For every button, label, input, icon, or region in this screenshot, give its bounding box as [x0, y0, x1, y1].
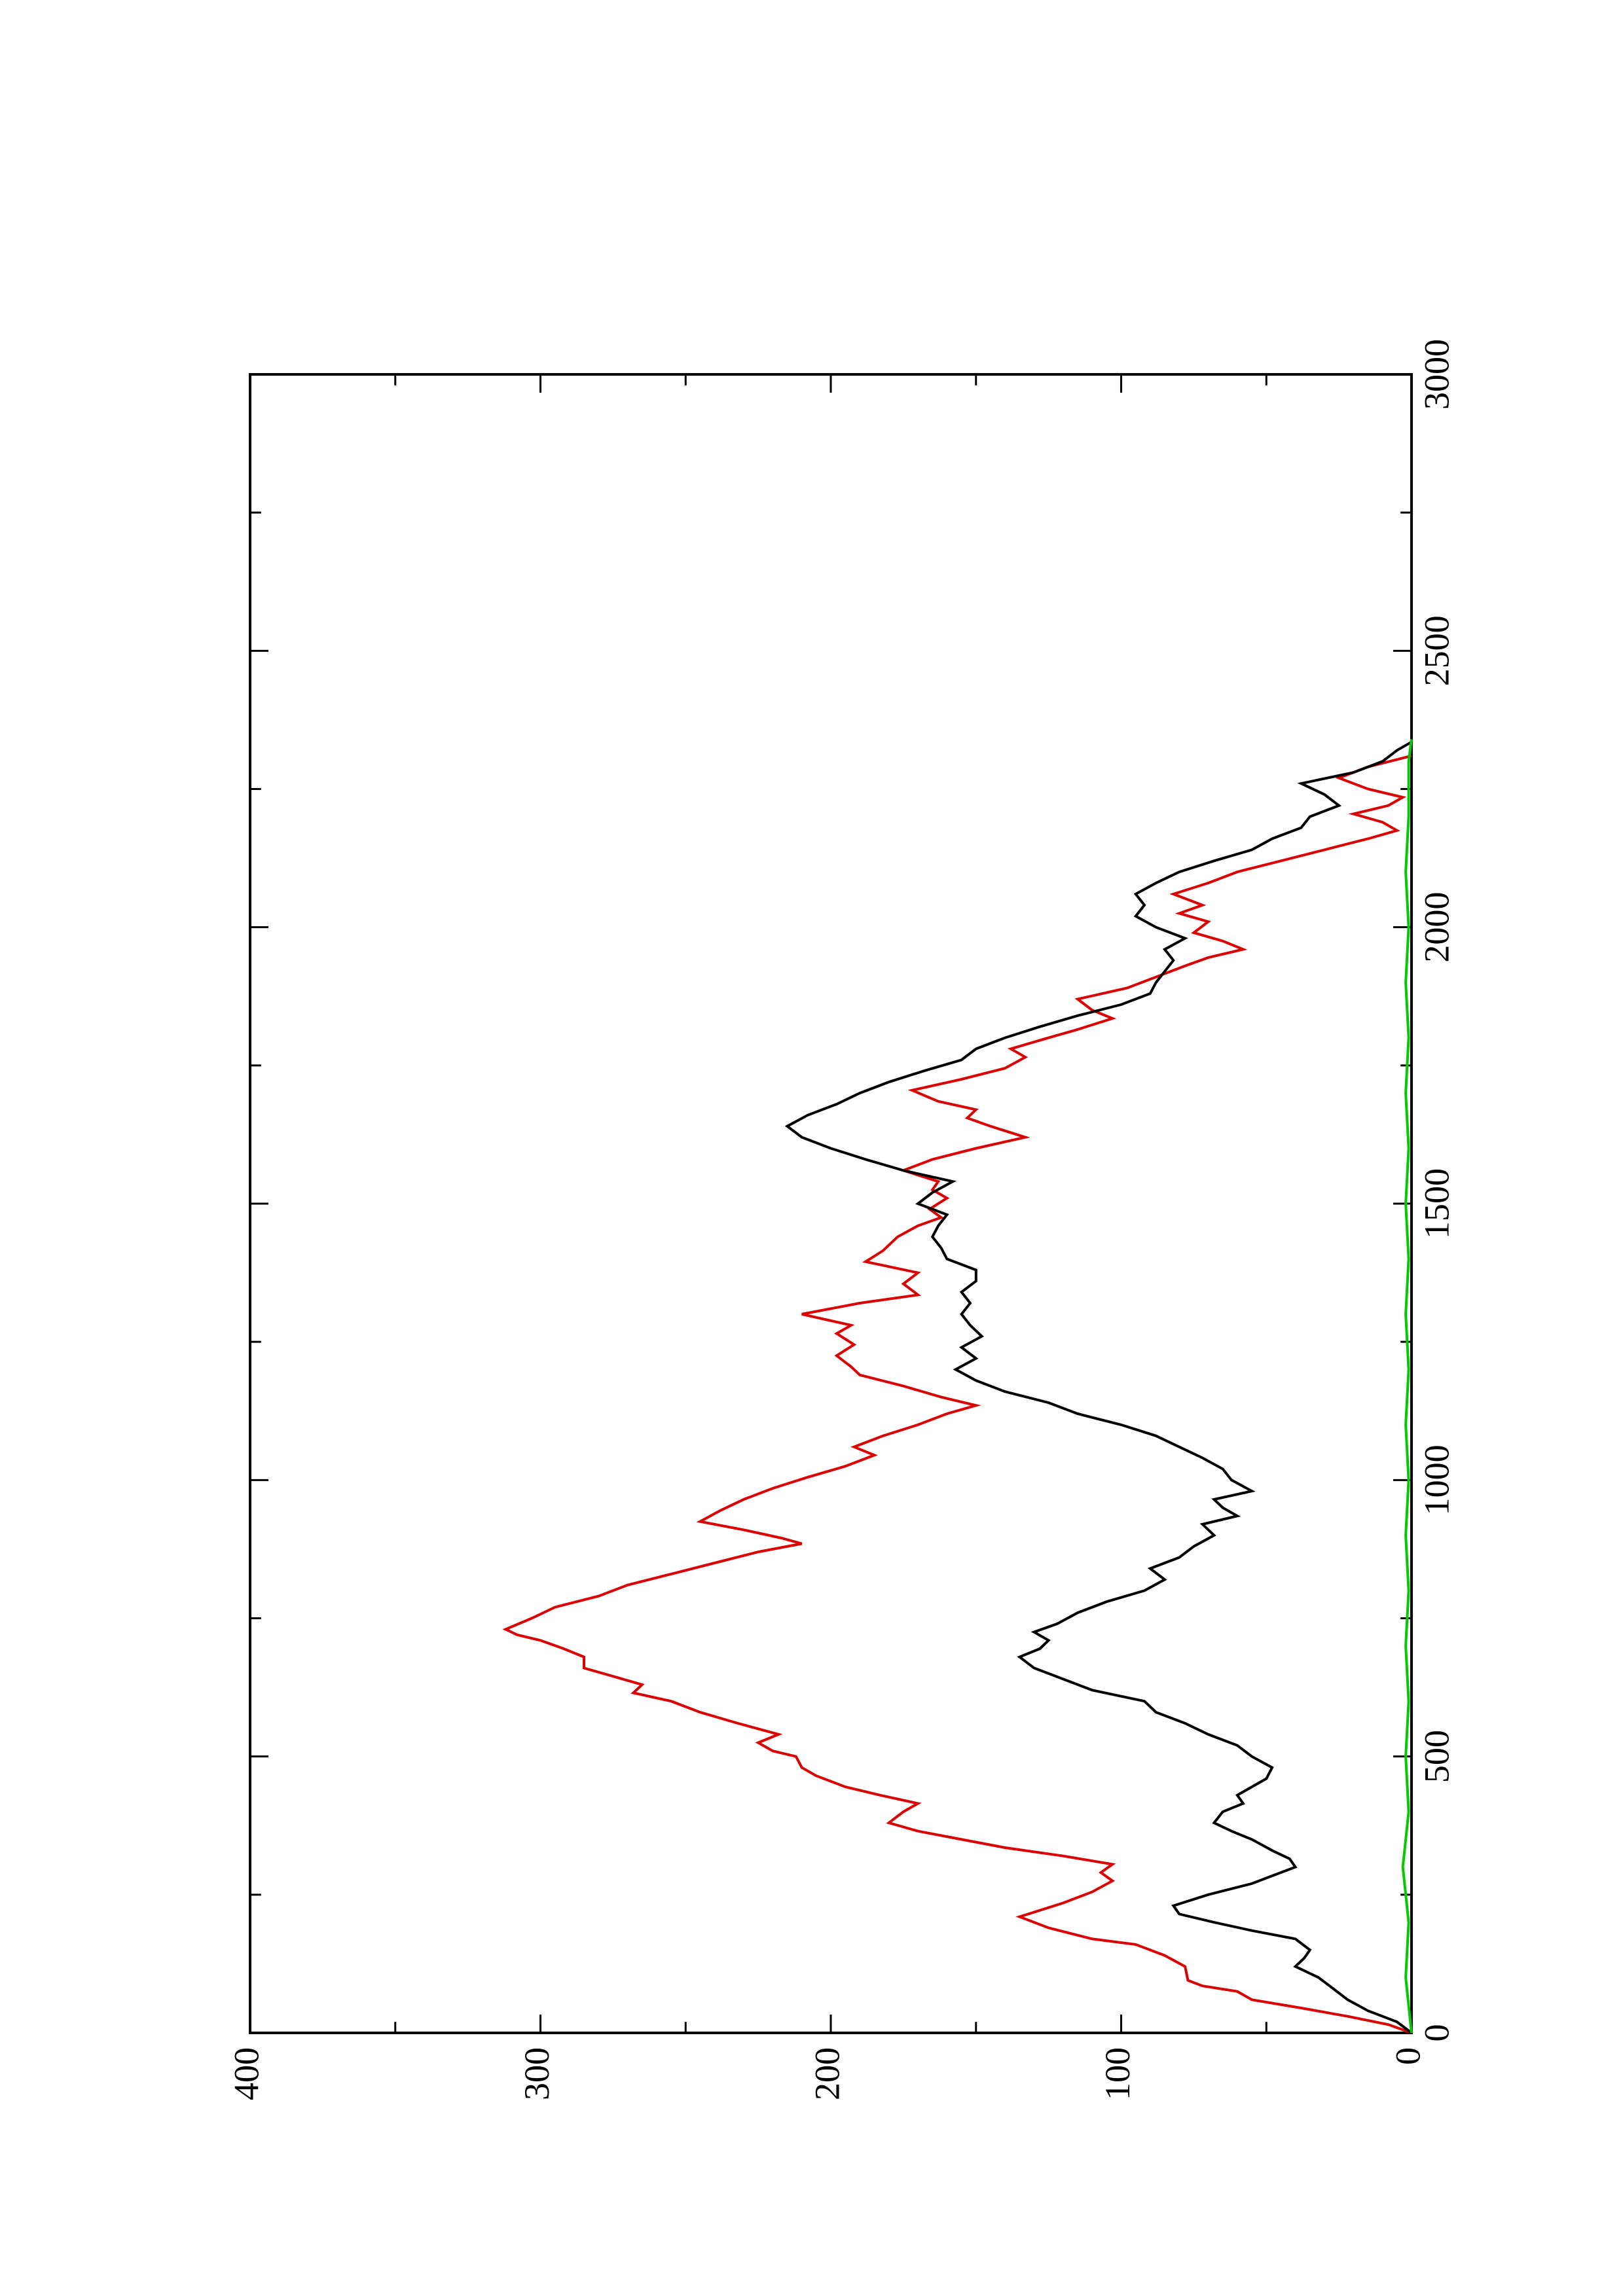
- y-tick-label: 300: [517, 2047, 556, 2100]
- plot-frame: [249, 373, 1413, 2034]
- y-tick-label: 100: [1098, 2047, 1137, 2100]
- series-line-2: [784, 740, 1413, 2034]
- x-tick-label: 1500: [1417, 1168, 1456, 1239]
- series-line-1: [502, 754, 1412, 2034]
- x-tick-label: 1000: [1417, 1444, 1456, 1515]
- series-lines: [502, 739, 1413, 2034]
- series-line-3: [1401, 739, 1413, 2034]
- tick-marks: [249, 373, 1413, 2034]
- y-tick-label: 400: [227, 2047, 266, 2100]
- x-tick-label: 2000: [1417, 892, 1456, 963]
- x-tick-label: 0: [1417, 2024, 1456, 2042]
- x-tick-label: 3000: [1417, 339, 1456, 410]
- tick-labels: 0 500 1000 1500 2000 2500 3000 0 100 200 300 400: [227, 339, 1456, 2100]
- x-tick-label: 2500: [1417, 615, 1456, 686]
- y-tick-label: 200: [807, 2047, 847, 2100]
- y-tick-label: 0: [1388, 2047, 1427, 2065]
- x-tick-label: 500: [1417, 1730, 1456, 1783]
